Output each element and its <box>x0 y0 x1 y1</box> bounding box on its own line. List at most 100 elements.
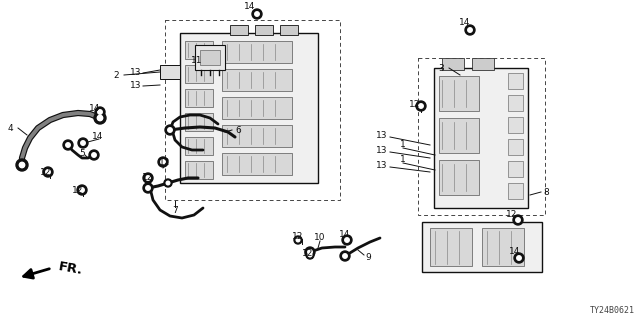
Text: 10: 10 <box>314 233 326 242</box>
Circle shape <box>95 107 105 117</box>
Text: 12: 12 <box>159 157 171 166</box>
Bar <box>508 161 523 177</box>
Bar <box>439 76 479 111</box>
Text: 13: 13 <box>131 81 141 90</box>
Bar <box>508 183 523 199</box>
Bar <box>482 228 524 266</box>
Text: 12: 12 <box>410 100 420 108</box>
Bar <box>222 97 292 119</box>
Circle shape <box>92 153 96 157</box>
Text: 12: 12 <box>142 172 154 181</box>
Text: 5: 5 <box>79 148 85 157</box>
Circle shape <box>468 28 472 32</box>
Circle shape <box>514 253 524 263</box>
Circle shape <box>146 176 150 180</box>
Bar <box>195 45 225 70</box>
Circle shape <box>164 179 172 187</box>
Circle shape <box>66 143 70 147</box>
Circle shape <box>308 250 312 254</box>
Text: 12: 12 <box>72 186 84 195</box>
Circle shape <box>294 236 302 244</box>
Bar <box>185 65 213 83</box>
Bar <box>185 161 213 179</box>
Bar <box>434 68 528 208</box>
Circle shape <box>306 251 314 259</box>
Bar <box>180 33 318 183</box>
Bar <box>508 95 523 111</box>
Text: 13: 13 <box>376 146 388 155</box>
Text: 1: 1 <box>400 140 406 148</box>
Bar <box>508 139 523 155</box>
Circle shape <box>63 140 73 150</box>
Text: 13: 13 <box>376 131 388 140</box>
Circle shape <box>340 251 350 261</box>
Circle shape <box>161 160 165 164</box>
Circle shape <box>165 125 175 135</box>
Circle shape <box>97 115 102 121</box>
Circle shape <box>342 235 352 245</box>
Circle shape <box>419 104 423 108</box>
Text: 3: 3 <box>438 63 444 73</box>
Text: 14: 14 <box>92 132 104 140</box>
Bar <box>439 160 479 195</box>
Bar <box>439 118 479 153</box>
Text: 12: 12 <box>506 210 518 219</box>
Text: 12: 12 <box>292 231 304 241</box>
Circle shape <box>252 9 262 19</box>
Circle shape <box>98 110 102 114</box>
Text: 13: 13 <box>376 161 388 170</box>
Circle shape <box>146 186 150 190</box>
Circle shape <box>516 218 520 222</box>
Text: 1: 1 <box>400 155 406 164</box>
Bar <box>185 89 213 107</box>
Text: 2: 2 <box>113 70 119 79</box>
Circle shape <box>45 170 51 174</box>
Text: 13: 13 <box>131 68 141 76</box>
Text: 14: 14 <box>244 2 256 11</box>
Text: TY24B0621: TY24B0621 <box>590 306 635 315</box>
Circle shape <box>255 12 259 16</box>
Circle shape <box>78 138 88 148</box>
Bar <box>472 58 494 70</box>
Text: FR.: FR. <box>57 260 84 277</box>
Text: 14: 14 <box>460 18 470 27</box>
Bar <box>418 58 545 215</box>
Bar <box>508 117 523 133</box>
Text: 9: 9 <box>365 253 371 262</box>
Text: 11: 11 <box>191 55 203 65</box>
Circle shape <box>343 254 348 258</box>
Bar <box>165 20 340 200</box>
Bar <box>185 41 213 59</box>
Bar <box>255 25 273 35</box>
Text: 14: 14 <box>90 103 100 113</box>
Circle shape <box>345 238 349 242</box>
Bar <box>430 228 472 266</box>
Text: 7: 7 <box>172 205 178 214</box>
Circle shape <box>80 188 84 192</box>
Text: 6: 6 <box>235 125 241 134</box>
Circle shape <box>296 238 300 242</box>
Circle shape <box>168 128 172 132</box>
Circle shape <box>143 173 153 183</box>
Bar <box>185 137 213 155</box>
Bar <box>280 25 298 35</box>
Circle shape <box>308 253 312 257</box>
Circle shape <box>416 101 426 111</box>
Circle shape <box>16 159 28 171</box>
Circle shape <box>305 247 315 257</box>
Circle shape <box>19 162 25 168</box>
Text: 14: 14 <box>509 246 521 255</box>
Circle shape <box>77 185 87 195</box>
Text: 8: 8 <box>543 188 549 196</box>
Bar <box>160 65 180 79</box>
Text: 12: 12 <box>302 249 314 258</box>
Bar <box>442 58 464 70</box>
Circle shape <box>94 112 106 124</box>
Bar <box>200 50 220 65</box>
Circle shape <box>158 157 168 167</box>
Text: 14: 14 <box>339 229 351 238</box>
Bar <box>508 73 523 89</box>
Circle shape <box>43 167 53 177</box>
Circle shape <box>516 256 521 260</box>
Text: 12: 12 <box>40 167 52 177</box>
